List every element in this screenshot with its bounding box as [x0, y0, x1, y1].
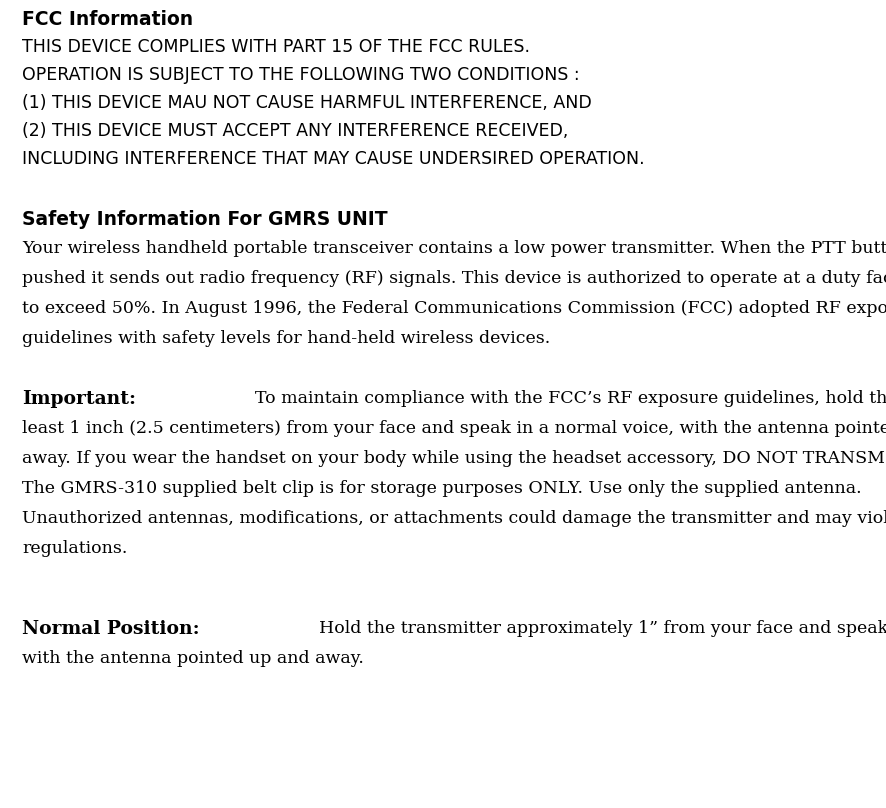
Text: to exceed 50%. In August 1996, the Federal Communications Commission (FCC) adopt: to exceed 50%. In August 1996, the Feder… [22, 300, 886, 317]
Text: Unauthorized antennas, modifications, or attachments could damage the transmitte: Unauthorized antennas, modifications, or… [22, 510, 886, 527]
Text: THIS DEVICE COMPLIES WITH PART 15 OF THE FCC RULES.: THIS DEVICE COMPLIES WITH PART 15 OF THE… [22, 38, 530, 56]
Text: least 1 inch (2.5 centimeters) from your face and speak in a normal voice, with : least 1 inch (2.5 centimeters) from your… [22, 420, 886, 437]
Text: FCC Information: FCC Information [22, 10, 193, 29]
Text: away. If you wear the handset on your body while using the headset accessory, DO: away. If you wear the handset on your bo… [22, 450, 886, 467]
Text: pushed it sends out radio frequency (RF) signals. This device is authorized to o: pushed it sends out radio frequency (RF)… [22, 270, 886, 287]
Text: guidelines with safety levels for hand-held wireless devices.: guidelines with safety levels for hand-h… [22, 330, 550, 347]
Text: To maintain compliance with the FCC’s RF exposure guidelines, hold the transmitt: To maintain compliance with the FCC’s RF… [244, 390, 886, 407]
Text: Hold the transmitter approximately 1” from your face and speak in a normal voice: Hold the transmitter approximately 1” fr… [307, 620, 886, 637]
Text: The GMRS-310 supplied belt clip is for storage purposes ONLY. Use only the suppl: The GMRS-310 supplied belt clip is for s… [22, 480, 862, 497]
Text: Your wireless handheld portable transceiver contains a low power transmitter. Wh: Your wireless handheld portable transcei… [22, 240, 886, 257]
Text: (2) THIS DEVICE MUST ACCEPT ANY INTERFERENCE RECEIVED,: (2) THIS DEVICE MUST ACCEPT ANY INTERFER… [22, 122, 569, 140]
Text: Safety Information For GMRS UNIT: Safety Information For GMRS UNIT [22, 210, 388, 229]
Text: regulations.: regulations. [22, 540, 128, 557]
Text: Normal Position:: Normal Position: [22, 620, 199, 638]
Text: Important:: Important: [22, 390, 136, 408]
Text: OPERATION IS SUBJECT TO THE FOLLOWING TWO CONDITIONS :: OPERATION IS SUBJECT TO THE FOLLOWING TW… [22, 66, 579, 84]
Text: (1) THIS DEVICE MAU NOT CAUSE HARMFUL INTERFERENCE, AND: (1) THIS DEVICE MAU NOT CAUSE HARMFUL IN… [22, 94, 592, 112]
Text: with the antenna pointed up and away.: with the antenna pointed up and away. [22, 650, 364, 667]
Text: INCLUDING INTERFERENCE THAT MAY CAUSE UNDERSIRED OPERATION.: INCLUDING INTERFERENCE THAT MAY CAUSE UN… [22, 150, 645, 168]
